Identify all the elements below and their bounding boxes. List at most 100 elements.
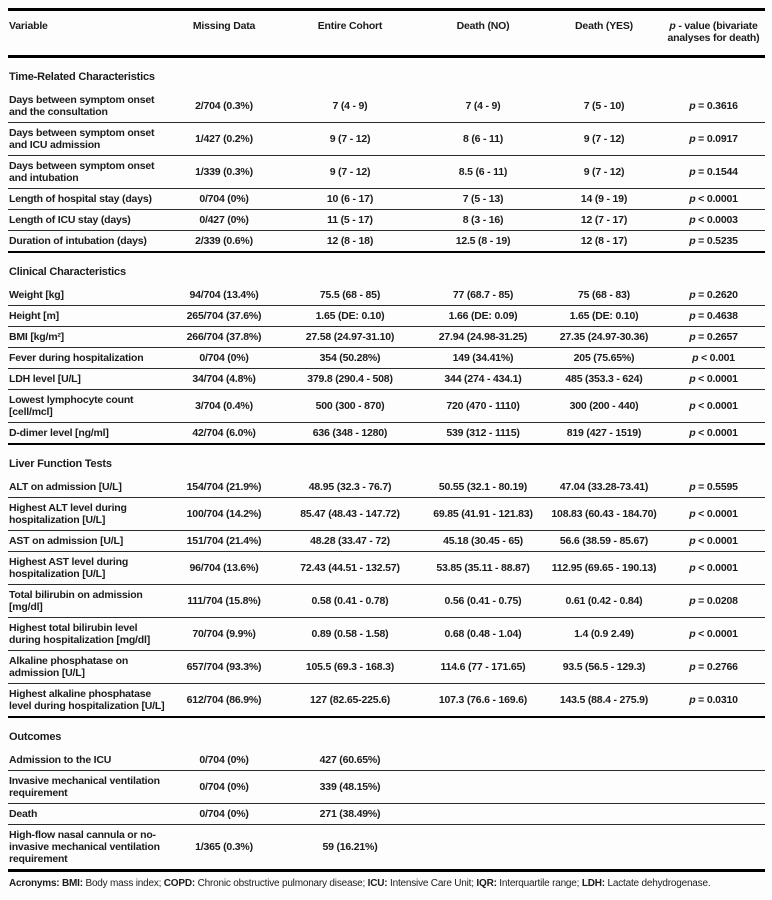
cell-missing-data: 1/365 (0.3%) (168, 824, 280, 872)
cell-p-value: p = 0.0917 (662, 122, 765, 156)
cell-death-yes: 143.5 (88.4 - 275.9) (546, 683, 662, 718)
cell-death-yes (546, 824, 662, 872)
cell-p-value: p < 0.0001 (662, 368, 765, 390)
cell-missing-data: 42/704 (6.0%) (168, 422, 280, 445)
cell-death-no: 7 (5 - 13) (420, 188, 546, 210)
table-row: High-flow nasal cannula or no-invasive m… (8, 824, 765, 872)
cell-entire-cohort: 27.58 (24.97-31.10) (280, 326, 420, 348)
cell-entire-cohort: 1.65 (DE: 0.10) (280, 305, 420, 327)
cell-death-yes: 1.4 (0.9 2.49) (546, 617, 662, 651)
table-row: Highest alkaline phosphatase level durin… (8, 683, 765, 718)
cell-variable: Total bilirubin on admission [mg/dl] (8, 584, 168, 618)
cell-death-yes: 93.5 (56.5 - 129.3) (546, 650, 662, 684)
cell-variable: Highest alkaline phosphatase level durin… (8, 683, 168, 718)
cell-death-yes: 1.65 (DE: 0.10) (546, 305, 662, 327)
cell-death-no: 45.18 (30.45 - 65) (420, 530, 546, 552)
cell-missing-data: 70/704 (9.9%) (168, 617, 280, 651)
cell-p-value: p = 0.4638 (662, 305, 765, 327)
cell-death-no: 8 (6 - 11) (420, 122, 546, 156)
cell-death-yes: 47.04 (33.28-73.41) (546, 477, 662, 498)
section-header-row: Outcomes (8, 717, 765, 750)
cell-missing-data: 0/704 (0%) (168, 347, 280, 369)
cell-entire-cohort: 12 (8 - 18) (280, 230, 420, 253)
cell-death-yes: 108.83 (60.43 - 184.70) (546, 497, 662, 531)
cell-variable: D-dimer level [ng/ml] (8, 422, 168, 445)
column-header: Death (NO) (420, 9, 546, 58)
cell-death-yes: 56.6 (38.59 - 85.67) (546, 530, 662, 552)
table-row: BMI [kg/m²] 266/704 (37.8%) 27.58 (24.97-3… (8, 326, 765, 348)
table-row: Duration of intubation (days) 2/339 (0.6%… (8, 230, 765, 253)
cell-missing-data: 266/704 (37.8%) (168, 326, 280, 348)
cell-death-yes: 9 (7 - 12) (546, 155, 662, 189)
cell-variable: Days between symptom onset and intubatio… (8, 155, 168, 189)
table-row: LDH level [U/L] 34/704 (4.8%) 379.8 (290.4… (8, 368, 765, 390)
cell-variable: Death (8, 803, 168, 825)
header-row: Variable Missing Data Entire Cohort Death (… (8, 9, 765, 58)
cell-p-value: p = 0.1544 (662, 155, 765, 189)
cell-death-no (420, 803, 546, 825)
footnote-desc: Interquartile range; (499, 878, 582, 889)
table-row: Total bilirubin on admission [mg/dl] 111/… (8, 584, 765, 618)
table-row: Days between symptom onset and the consu… (8, 90, 765, 123)
cell-p-value: p = 0.3616 (662, 90, 765, 123)
section-title: Time-Related Characteristics (9, 71, 155, 83)
table-row: Length of ICU stay (days) 0/427 (0%) 11 (5… (8, 209, 765, 231)
cell-death-no: 53.85 (35.11 - 88.87) (420, 551, 546, 585)
cell-p-value: p < 0.0001 (662, 188, 765, 210)
cell-death-no: 77 (68.7 - 85) (420, 285, 546, 306)
table-row: Highest AST level during hospitalization… (8, 551, 765, 585)
cell-missing-data: 657/704 (93.3%) (168, 650, 280, 684)
cell-death-no: 149 (34.41%) (420, 347, 546, 369)
cell-death-no: 0.68 (0.48 - 1.04) (420, 617, 546, 651)
cell-entire-cohort: 339 (48.15%) (280, 770, 420, 804)
cell-variable: Length of hospital stay (days) (8, 188, 168, 210)
cell-death-no: 27.94 (24.98-31.25) (420, 326, 546, 348)
cell-missing-data: 1/427 (0.2%) (168, 122, 280, 156)
cell-entire-cohort: 0.58 (0.41 - 0.78) (280, 584, 420, 618)
cell-death-no: 69.85 (41.91 - 121.83) (420, 497, 546, 531)
cell-entire-cohort: 72.43 (44.51 - 132.57) (280, 551, 420, 585)
cell-variable: Days between symptom onset and the consu… (8, 90, 168, 123)
cell-variable: Length of ICU stay (days) (8, 209, 168, 231)
cell-death-yes: 75 (68 - 83) (546, 285, 662, 306)
cell-death-yes (546, 770, 662, 804)
cell-variable: Highest AST level during hospitalization… (8, 551, 168, 585)
cell-missing-data: 3/704 (0.4%) (168, 389, 280, 423)
cell-entire-cohort: 9 (7 - 12) (280, 122, 420, 156)
cell-death-no (420, 750, 546, 771)
cell-death-yes: 0.61 (0.42 - 0.84) (546, 584, 662, 618)
cell-entire-cohort: 75.5 (68 - 85) (280, 285, 420, 306)
cell-p-value: p = 0.5235 (662, 230, 765, 253)
cell-death-no: 720 (470 - 1110) (420, 389, 546, 423)
cell-variable: Weight [kg] (8, 285, 168, 306)
cell-missing-data: 2/704 (0.3%) (168, 90, 280, 123)
cell-variable: Fever during hospitalization (8, 347, 168, 369)
cell-death-yes: 300 (200 - 440) (546, 389, 662, 423)
table-row: Alkaline phosphatase on admission [U/L] 6… (8, 650, 765, 684)
cell-variable: Admission to the ICU (8, 750, 168, 771)
table-row: AST on admission [U/L] 151/704 (21.4%) 48.… (8, 530, 765, 552)
table-header: Variable Missing Data Entire Cohort Death (… (8, 9, 765, 58)
cell-death-no: 1.66 (DE: 0.09) (420, 305, 546, 327)
cell-missing-data: 151/704 (21.4%) (168, 530, 280, 552)
cell-death-no: 7 (4 - 9) (420, 90, 546, 123)
cell-missing-data: 0/704 (0%) (168, 770, 280, 804)
column-header: Variable (8, 9, 168, 58)
cell-p-value: p = 0.2657 (662, 326, 765, 348)
cell-missing-data: 612/704 (86.9%) (168, 683, 280, 718)
cell-p-value: p = 0.5595 (662, 477, 765, 498)
cell-p-value: p < 0.0001 (662, 497, 765, 531)
cell-death-yes: 12 (7 - 17) (546, 209, 662, 231)
cell-missing-data: 0/704 (0%) (168, 803, 280, 825)
cell-variable: Duration of intubation (days) (8, 230, 168, 253)
table-row: Days between symptom onset and intubatio… (8, 155, 765, 189)
table-row: Weight [kg] 94/704 (13.4%) 75.5 (68 - 85) 7… (8, 285, 765, 306)
cell-variable: Lowest lymphocyte count [cell/mcl] (8, 389, 168, 423)
cell-p-value: p < 0.0001 (662, 530, 765, 552)
cell-variable: Invasive mechanical ventilation requirem… (8, 770, 168, 804)
section-header-row: Clinical Characteristics (8, 252, 765, 285)
cell-missing-data: 96/704 (13.6%) (168, 551, 280, 585)
cell-death-yes: 819 (427 - 1519) (546, 422, 662, 445)
cell-death-yes: 9 (7 - 12) (546, 122, 662, 156)
table-row: ALT on admission [U/L] 154/704 (21.9%) 48.… (8, 477, 765, 498)
